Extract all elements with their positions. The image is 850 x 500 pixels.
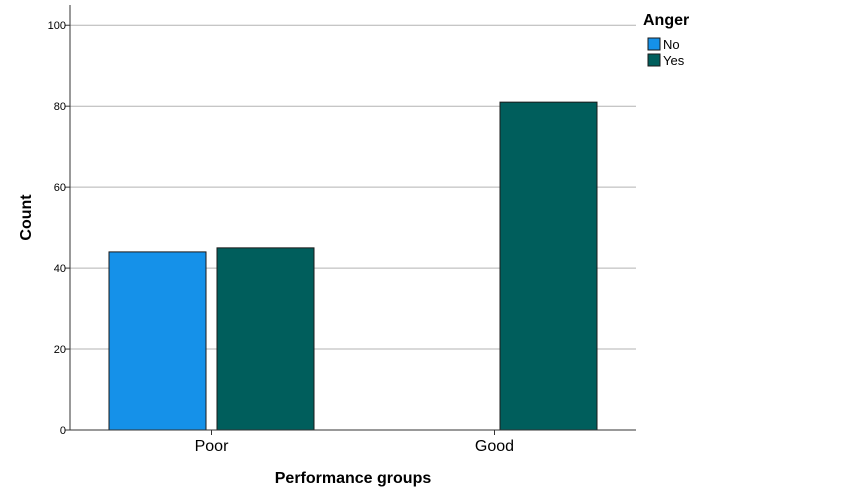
bars [108,101,598,431]
legend-label-no: No [663,37,680,52]
legend-label-yes: Yes [663,53,685,68]
x-tick-label: Good [475,438,514,455]
y-tick-label: 40 [54,263,66,275]
bar-good-yes [499,101,598,431]
x-axis-ticks: Poor Good [195,430,514,455]
y-axis-ticks: 0 20 40 60 80 100 [48,20,70,437]
y-tick-label: 100 [48,20,66,32]
y-tick-label: 60 [54,182,66,194]
y-tick-label: 0 [60,425,66,437]
y-tick-label: 80 [54,101,66,113]
y-tick-label: 20 [54,344,66,356]
x-axis-title: Performance groups [275,470,432,487]
legend-swatch-yes [647,53,661,67]
bar-poor-yes [216,247,315,431]
legend-title: Anger [643,12,689,29]
legend-swatch-no [647,37,661,51]
y-axis-title: Count [18,194,35,241]
bar-poor-no [108,251,207,431]
x-tick-label: Poor [195,438,229,455]
